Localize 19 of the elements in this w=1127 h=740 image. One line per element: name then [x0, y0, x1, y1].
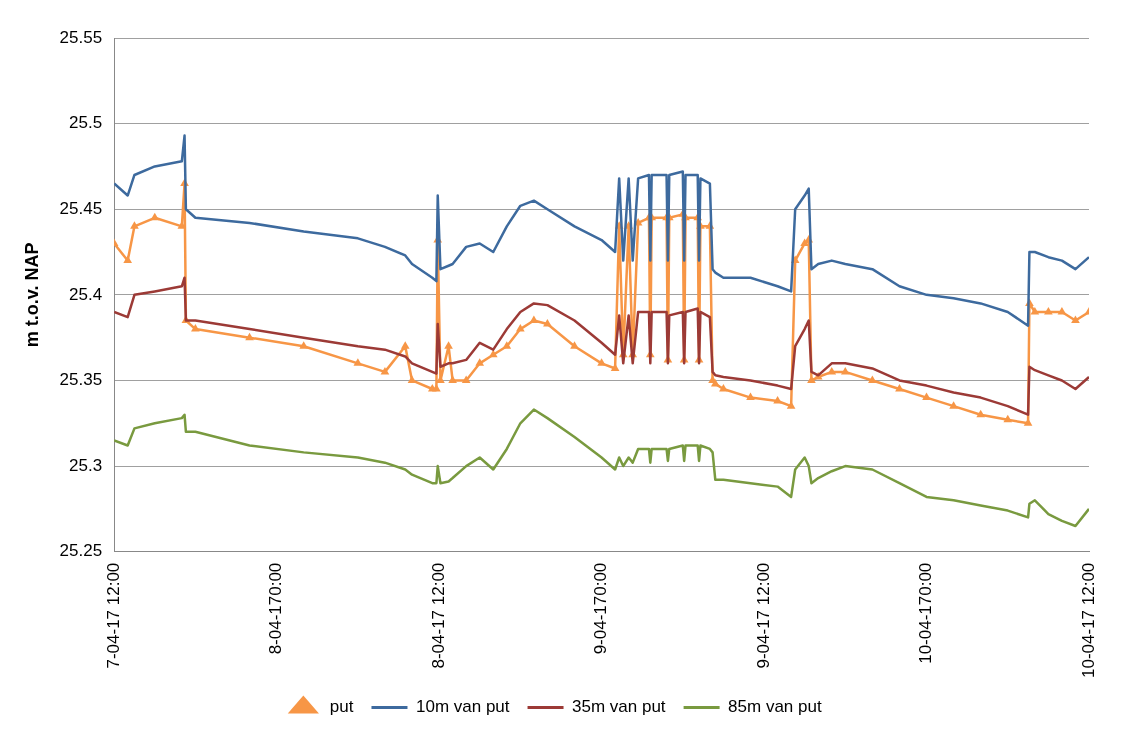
x-tick-label: 10-04-170:00	[916, 562, 936, 664]
x-tick-label: 8-04-17 12:00	[428, 562, 448, 669]
x-tick-label: 10-04-17 12:00	[1078, 562, 1098, 679]
y-axis-title: m t.o.v. NAP	[21, 242, 42, 348]
y-tick-label: 25.5	[69, 113, 103, 133]
x-tick-label: 9-04-170:00	[591, 562, 611, 655]
legend-label: put	[329, 697, 354, 717]
legend-label: 35m van put	[572, 697, 666, 717]
y-tick-label: 25.25	[59, 541, 103, 561]
y-tick-label: 25.45	[59, 198, 103, 218]
y-tick-label: 25.4	[69, 284, 103, 304]
x-tick-label: 7-04-17 12:00	[103, 562, 123, 669]
legend-label: 10m van put	[415, 697, 510, 717]
legend-label: 85m van put	[728, 697, 822, 717]
y-tick-label: 25.35	[59, 370, 103, 390]
y-tick-label: 25.3	[69, 455, 103, 475]
x-tick-label: 8-04-170:00	[266, 562, 286, 655]
y-tick-label: 25.55	[59, 27, 103, 47]
x-tick-label: 9-04-17 12:00	[753, 562, 773, 669]
